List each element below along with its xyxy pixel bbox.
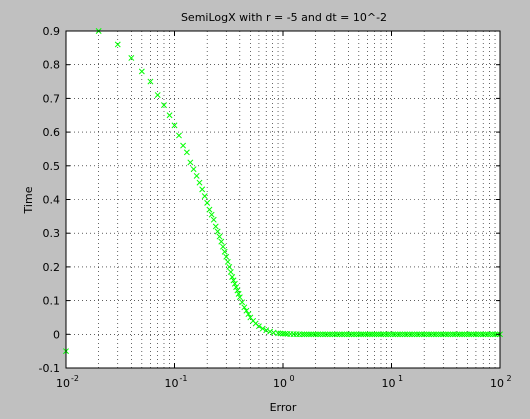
- y-tick-label: 0: [53, 328, 60, 341]
- x-tick-label: 10: [56, 377, 70, 390]
- x-axis-label: Error: [270, 401, 297, 414]
- x-tick-label: 10: [382, 377, 396, 390]
- y-tick-label: 0.1: [43, 295, 61, 308]
- x-tick-label-exponent: 1: [398, 374, 403, 383]
- x-tick-label-exponent: -2: [71, 374, 79, 383]
- x-tick-label: 10: [273, 377, 287, 390]
- x-tick-label: 10: [165, 377, 179, 390]
- y-tick-label: 0.9: [43, 25, 61, 38]
- y-tick-label: 0.5: [43, 160, 61, 173]
- y-tick-label: 0.4: [43, 194, 61, 207]
- x-tick-label-exponent: 0: [289, 374, 294, 383]
- y-tick-label: 0.6: [43, 126, 61, 139]
- x-tick-label-exponent: 2: [506, 374, 511, 383]
- y-tick-label: 0.3: [43, 227, 61, 240]
- y-axis-label: Time: [22, 186, 35, 214]
- y-tick-label: 0.7: [43, 92, 61, 105]
- chart-title: SemiLogX with r = -5 and dt = 10^-2: [181, 11, 387, 24]
- y-tick-label: 0.8: [43, 59, 61, 72]
- y-tick-label: -0.1: [39, 362, 60, 375]
- x-tick-label-exponent: -1: [180, 374, 188, 383]
- y-tick-label: 0.2: [43, 261, 61, 274]
- x-tick-label: 10: [490, 377, 504, 390]
